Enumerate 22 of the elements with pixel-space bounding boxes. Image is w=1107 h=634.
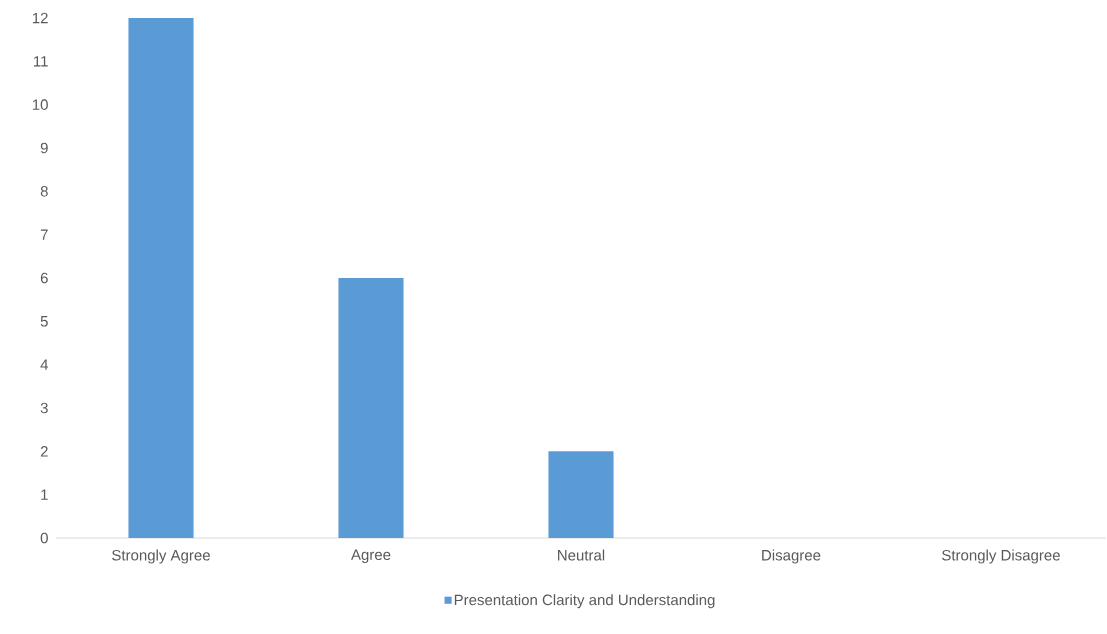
y-tick-label: 9 (40, 142, 48, 154)
y-tick-label: 7 (40, 229, 48, 240)
y-tick-label: 2 (40, 446, 48, 457)
bar (338, 278, 404, 538)
x-tick-label: Disagree (762, 549, 821, 564)
x-tick-label: Strongly Disagree (942, 549, 1060, 564)
x-tick-label: Agree (351, 549, 391, 563)
y-tick-label: 6 (40, 272, 48, 284)
y-tick-label: 0 (40, 532, 48, 544)
y-tick-label: 5 (40, 316, 48, 327)
y-tick-label: 3 (40, 402, 48, 414)
y-tick-label: 4 (40, 359, 49, 370)
y-tick-label: 8 (40, 186, 48, 197)
bar (128, 17, 194, 538)
legend-label: Presentation Clarity and Understanding (454, 594, 715, 609)
y-tick-label: 1 (41, 489, 48, 500)
y-tick-label: 11 (34, 56, 48, 67)
y-tick-label: 12 (32, 12, 48, 24)
x-tick-label: Strongly Agree (112, 549, 210, 564)
y-tick-label: 10 (32, 99, 48, 110)
bar (548, 451, 614, 538)
x-tick-label: Neutral (558, 549, 605, 561)
